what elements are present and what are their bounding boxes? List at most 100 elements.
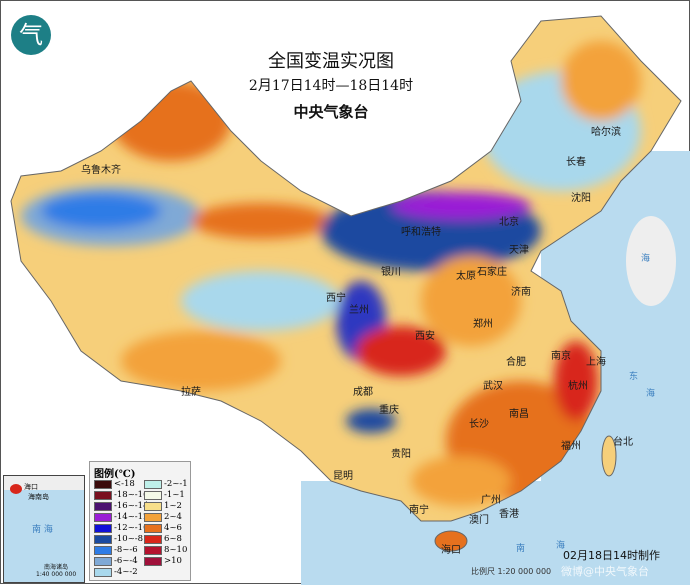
inset-scale: 1:40 000 000 — [36, 571, 77, 578]
legend-swatch — [94, 556, 112, 566]
inset-city: 海口 — [24, 483, 38, 491]
city-label: 香港 — [499, 509, 519, 520]
city-label: 南昌 — [509, 409, 529, 420]
inset-sea: 南 海 — [32, 525, 53, 535]
sea-label: 南 — [516, 544, 526, 554]
legend-swatch — [144, 523, 162, 533]
legend-item: -8~-6 — [94, 545, 138, 555]
made-time: 02月18日14时制作 — [563, 549, 660, 562]
city-label: 杭州 — [568, 381, 588, 392]
legend-item: -12~-10 — [94, 523, 149, 533]
city-label: 郑州 — [473, 319, 493, 330]
city-label: 广州 — [481, 495, 501, 506]
legend-label: -14~-12 — [114, 512, 149, 522]
hainan-island — [434, 530, 468, 552]
sea-label: 海 — [556, 541, 566, 551]
city-label: 合肥 — [506, 357, 526, 368]
legend-label: >10 — [164, 556, 182, 566]
legend-title: 图例(℃) — [94, 469, 136, 480]
organization: 中央气象台 — [293, 103, 369, 121]
sea-label: 东 — [629, 372, 639, 382]
city-label: 武汉 — [483, 381, 503, 392]
city-label: 福州 — [561, 441, 581, 452]
legend-label: <-18 — [114, 479, 135, 489]
legend-label: 4~6 — [164, 523, 182, 533]
city-label: 太原 — [456, 271, 476, 282]
legend-item: -2~-1 — [144, 479, 188, 489]
city-label: 贵阳 — [391, 449, 411, 460]
legend-swatch — [94, 512, 112, 522]
city-label: 银川 — [381, 267, 401, 278]
legend-label: 2~4 — [164, 512, 182, 522]
legend-swatch — [94, 523, 112, 533]
legend-item: 8~10 — [144, 545, 187, 555]
city-label: 拉萨 — [181, 387, 201, 398]
city-label: 石家庄 — [477, 267, 507, 278]
city-label: 成都 — [353, 387, 373, 398]
legend-item: 6~8 — [144, 534, 182, 544]
sea-label: 海 — [641, 254, 651, 264]
cma-logo: 气 — [11, 15, 51, 55]
legend-swatch — [144, 501, 162, 511]
city-label: 哈尔滨 — [591, 127, 621, 138]
city-label: 北京 — [499, 217, 519, 228]
legend-swatch — [144, 490, 162, 500]
city-label: 南京 — [551, 351, 571, 362]
city-label: 天津 — [509, 245, 529, 256]
legend-swatch — [144, 545, 162, 555]
taiwan-island — [601, 435, 617, 477]
legend-label: 6~8 — [164, 534, 182, 544]
inset-island: 海南岛 — [28, 493, 49, 501]
legend-swatch — [94, 479, 112, 489]
legend-label: -1~1 — [164, 490, 185, 500]
legend-swatch — [144, 479, 162, 489]
city-label: 长沙 — [469, 419, 489, 430]
legend-label: 1~2 — [164, 501, 182, 511]
legend-item: 1~2 — [144, 501, 182, 511]
legend-label: -4~-2 — [114, 567, 138, 577]
legend-swatch — [94, 501, 112, 511]
watermark: 微博@中央气象台 — [561, 565, 649, 578]
city-label: 西宁 — [326, 293, 346, 304]
city-label: 沈阳 — [571, 193, 591, 204]
legend-item: >10 — [144, 556, 182, 566]
legend-label: -18~-16 — [114, 490, 149, 500]
city-label: 澳门 — [469, 515, 489, 526]
city-label: 兰州 — [349, 305, 369, 316]
inset-islands: 南海诸岛 — [44, 564, 69, 571]
legend-swatch — [94, 490, 112, 500]
legend-label: -8~-6 — [114, 545, 138, 555]
legend-swatch — [144, 556, 162, 566]
legend-item: -16~-14 — [94, 501, 149, 511]
legend-swatch — [94, 534, 112, 544]
city-label: 台北 — [613, 437, 633, 448]
legend-swatch — [94, 567, 112, 577]
legend-item: 4~6 — [144, 523, 182, 533]
legend-label: -2~-1 — [164, 479, 188, 489]
sea-label: 海 — [646, 389, 656, 399]
city-label: 乌鲁木齐 — [81, 165, 121, 176]
map-title: 全国变温实况图 — [268, 51, 394, 72]
scale-text: 比例尺 1:20 000 000 — [471, 567, 552, 576]
legend-label: -6~-4 — [114, 556, 138, 566]
legend-item: 2~4 — [144, 512, 182, 522]
legend-item: -14~-12 — [94, 512, 149, 522]
legend-item: <-18 — [94, 479, 135, 489]
legend-item: -4~-2 — [94, 567, 138, 577]
city-label: 南宁 — [409, 505, 429, 516]
legend-swatch — [94, 545, 112, 555]
legend-swatch — [144, 512, 162, 522]
legend-swatch — [144, 534, 162, 544]
city-label: 西安 — [415, 331, 435, 342]
legend-label: -12~-10 — [114, 523, 149, 533]
korea-land — [626, 216, 676, 306]
legend-item: -10~-8 — [94, 534, 143, 544]
legend-item: -1~1 — [144, 490, 185, 500]
city-label: 海口 — [441, 545, 461, 556]
city-label: 济南 — [511, 287, 531, 298]
legend-item: -6~-4 — [94, 556, 138, 566]
legend-label: 8~10 — [164, 545, 188, 555]
legend: 图例(℃) <-18 -18~-16 -16~-14 -14~-12 -12~-10 -1… — [89, 461, 191, 581]
